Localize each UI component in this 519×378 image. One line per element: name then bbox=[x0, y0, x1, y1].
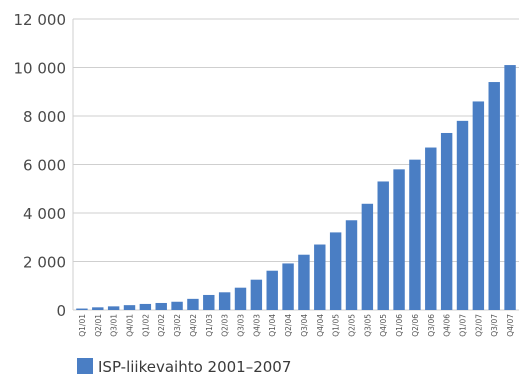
x-tick-label: Q3/05 bbox=[363, 314, 372, 337]
bar bbox=[488, 82, 500, 310]
bar bbox=[250, 279, 263, 310]
x-tick-label: Q4/06 bbox=[443, 314, 452, 337]
y-tick-label: 4 000 bbox=[23, 205, 66, 223]
bar bbox=[218, 292, 231, 310]
x-tick-label: Q2/01 bbox=[94, 314, 103, 337]
x-tick-label: Q3/03 bbox=[237, 314, 246, 337]
x-tick-label: Q3/01 bbox=[110, 314, 119, 337]
x-tick-label: Q1/06 bbox=[395, 314, 404, 337]
legend-swatch bbox=[77, 358, 93, 374]
y-tick-label: 12 000 bbox=[14, 11, 67, 29]
x-axis-ticks: Q1/01 Q2/01 Q3/01 Q4/01 Q1/02 Q2/02 Q3/02 Q4/02… bbox=[78, 314, 515, 337]
x-tick-label: Q4/02 bbox=[189, 314, 198, 337]
x-tick-label: Q1/02 bbox=[141, 314, 150, 337]
x-tick-label: Q4/04 bbox=[316, 314, 325, 337]
x-tick-label: Q1/04 bbox=[268, 314, 277, 337]
y-tick-label: 8 000 bbox=[23, 108, 66, 126]
y-tick-label: 2 000 bbox=[23, 254, 66, 272]
bar bbox=[456, 120, 469, 310]
bar bbox=[425, 147, 437, 310]
x-tick-label: Q2/06 bbox=[411, 314, 420, 337]
y-tick-label: 10 000 bbox=[14, 60, 67, 78]
x-tick-label: Q2/07 bbox=[474, 314, 483, 337]
bar bbox=[92, 307, 104, 310]
x-tick-label: Q2/04 bbox=[284, 314, 293, 337]
x-tick-label: Q3/07 bbox=[490, 314, 499, 337]
bar bbox=[139, 303, 152, 310]
x-tick-label: Q2/05 bbox=[348, 314, 357, 337]
x-tick-label: Q4/05 bbox=[379, 314, 388, 337]
x-tick-label: Q1/05 bbox=[332, 314, 341, 337]
bar bbox=[345, 220, 358, 310]
y-tick-label: 6 000 bbox=[23, 157, 66, 175]
bar bbox=[393, 169, 405, 310]
gridlines bbox=[72, 18, 519, 311]
bar bbox=[155, 302, 167, 310]
bar bbox=[203, 294, 215, 310]
bar bbox=[123, 305, 136, 310]
x-tick-label: Q4/07 bbox=[506, 314, 515, 337]
bar bbox=[377, 181, 389, 310]
bar bbox=[504, 65, 516, 310]
x-tick-label: Q3/04 bbox=[300, 314, 309, 337]
x-tick-label: Q1/01 bbox=[78, 314, 87, 337]
bar bbox=[329, 232, 342, 310]
legend-label: ISP-liikevaihto 2001–2007 bbox=[98, 358, 291, 376]
bar bbox=[234, 287, 247, 310]
x-tick-label: Q1/03 bbox=[205, 314, 214, 337]
bar bbox=[187, 298, 199, 310]
bar bbox=[472, 101, 485, 310]
bar bbox=[171, 301, 183, 310]
x-tick-label: Q4/01 bbox=[126, 314, 135, 337]
legend: ISP-liikevaihto 2001–2007 bbox=[77, 358, 291, 376]
bar bbox=[107, 306, 120, 310]
bar bbox=[314, 244, 326, 310]
y-tick-label: 0 bbox=[56, 302, 66, 320]
x-tick-label: Q3/06 bbox=[427, 314, 436, 337]
bar bbox=[361, 203, 374, 310]
x-tick-label: Q2/03 bbox=[221, 314, 230, 337]
bar bbox=[409, 159, 421, 310]
bar bbox=[298, 254, 310, 310]
bar bbox=[440, 132, 453, 310]
bar bbox=[76, 308, 88, 310]
bar-series bbox=[76, 65, 516, 310]
y-axis-ticks: 0 2 000 4 000 6 000 8 000 10 000 12 000 bbox=[14, 11, 67, 320]
x-tick-label: Q3/02 bbox=[173, 314, 182, 337]
x-tick-label: Q4/03 bbox=[252, 314, 261, 337]
bar bbox=[282, 263, 294, 310]
x-tick-label: Q1/07 bbox=[459, 314, 468, 337]
bar bbox=[266, 270, 278, 310]
x-tick-label: Q2/02 bbox=[157, 314, 166, 337]
